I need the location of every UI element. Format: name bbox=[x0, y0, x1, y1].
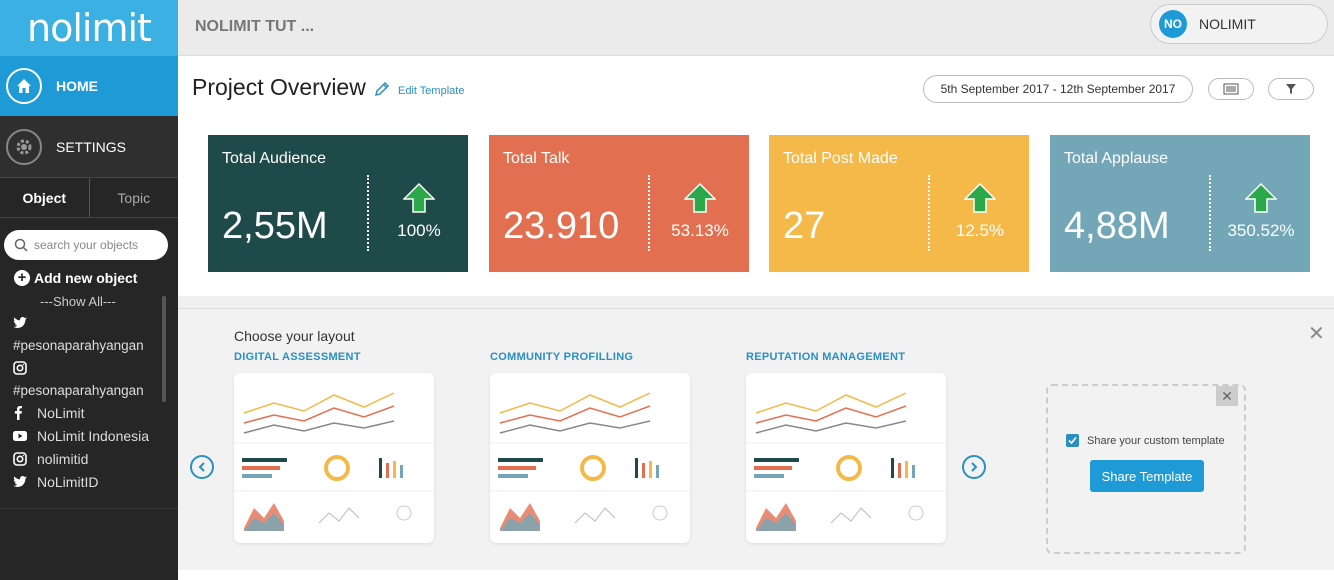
stat-card-total-post[interactable]: Total Post Made 27 12.5% bbox=[769, 135, 1029, 272]
stat-title: Total Audience bbox=[222, 150, 327, 167]
user-menu[interactable]: NO NOLIMIT bbox=[1150, 4, 1328, 44]
stat-card-total-applause[interactable]: Total Applause 4,88M 350.52% bbox=[1050, 135, 1310, 272]
sidebar: nolimit HOME SETTINGS Object Topic searc… bbox=[0, 0, 178, 580]
page-title: Project Overview bbox=[192, 74, 366, 100]
divider bbox=[648, 175, 650, 251]
facebook-icon bbox=[13, 405, 31, 420]
choose-layout-label: Choose your layout bbox=[234, 328, 355, 344]
stat-change: 53.13% bbox=[671, 221, 729, 240]
layout-chooser: Choose your layout ✕ DIGITAL ASSESSMENT … bbox=[178, 308, 1334, 570]
prev-template-button[interactable] bbox=[190, 455, 214, 479]
divider bbox=[928, 175, 930, 251]
show-all-link[interactable]: ---Show All--- bbox=[40, 294, 116, 309]
nav-home[interactable]: HOME bbox=[0, 56, 178, 116]
object-list-scrollbar[interactable] bbox=[162, 296, 166, 402]
logo: nolimit bbox=[0, 0, 178, 56]
tab-object[interactable]: Object bbox=[0, 178, 90, 217]
bottom-strip bbox=[178, 570, 1334, 580]
list-view-button[interactable] bbox=[1208, 78, 1254, 100]
edit-template-link[interactable]: Edit Template bbox=[398, 85, 465, 97]
next-template-button[interactable] bbox=[962, 455, 986, 479]
filter-icon bbox=[1286, 84, 1296, 94]
youtube-icon bbox=[13, 430, 31, 441]
template-title[interactable]: COMMUNITY PROFILLING bbox=[490, 351, 634, 363]
stat-card-total-talk[interactable]: Total Talk 23.910 53.13% bbox=[489, 135, 749, 272]
nav-settings[interactable]: SETTINGS bbox=[0, 116, 178, 178]
object-label[interactable]: #pesonaparahyangan bbox=[13, 382, 144, 398]
instagram-icon bbox=[13, 360, 31, 375]
stats-area: Total Audience 2,55M 100% Total Talk 23.… bbox=[178, 120, 1334, 296]
divider bbox=[367, 175, 369, 251]
custom-template-box: ✕ Share your custom template Share Templ… bbox=[1046, 384, 1246, 554]
search-input[interactable]: search your objects bbox=[4, 230, 168, 260]
stat-title: Total Applause bbox=[1064, 150, 1169, 167]
date-range-picker[interactable]: 5th September 2017 - 12th September 2017 bbox=[923, 75, 1193, 103]
stat-change: 12.5% bbox=[955, 221, 1005, 240]
share-template-checkbox-label: Share your custom template bbox=[1087, 434, 1225, 447]
stat-change: 350.52% bbox=[1227, 221, 1295, 240]
stat-value: 27 bbox=[783, 205, 826, 247]
object-item[interactable] bbox=[13, 311, 178, 334]
object-item[interactable]: nolimitid bbox=[13, 447, 178, 470]
search-placeholder: search your objects bbox=[34, 238, 139, 252]
tab-topic[interactable]: Topic bbox=[117, 189, 151, 206]
search-icon bbox=[14, 238, 28, 252]
list-icon bbox=[1223, 83, 1239, 95]
divider bbox=[1209, 175, 1211, 251]
chevron-right-icon bbox=[971, 462, 978, 472]
divider bbox=[0, 508, 178, 509]
template-title[interactable]: REPUTATION MANAGEMENT bbox=[746, 351, 906, 363]
gear-icon bbox=[6, 128, 42, 165]
template-thumbnail-digital-assessment[interactable] bbox=[234, 373, 434, 543]
object-label: NoLimit bbox=[37, 404, 85, 421]
stat-value: 4,88M bbox=[1064, 205, 1170, 247]
add-object-label: Add new object bbox=[34, 270, 138, 286]
template-thumbnail-community-profiling[interactable] bbox=[490, 373, 690, 543]
object-topic-tabs: Object Topic bbox=[0, 178, 178, 218]
object-item[interactable]: NoLimit Indonesia bbox=[13, 424, 178, 447]
project-name: NOLIMIT TUT ... bbox=[195, 18, 315, 35]
chevron-left-icon bbox=[198, 462, 205, 472]
object-item[interactable]: NoLimitID bbox=[13, 470, 178, 493]
template-thumbnail-reputation-management[interactable] bbox=[746, 373, 946, 543]
add-object-button[interactable]: + Add new object bbox=[14, 270, 178, 286]
plus-icon: + bbox=[14, 270, 30, 286]
home-icon bbox=[6, 68, 42, 104]
stat-change: 100% bbox=[397, 221, 441, 240]
stat-value: 23.910 bbox=[503, 205, 620, 247]
close-icon[interactable]: ✕ bbox=[1308, 323, 1325, 345]
arrow-up-icon bbox=[402, 182, 436, 218]
top-bar: NOLIMIT TUT ... NO NOLIMIT bbox=[178, 0, 1334, 56]
nav-settings-label: SETTINGS bbox=[56, 138, 127, 155]
share-template-checkbox[interactable]: Share your custom template bbox=[1066, 434, 1225, 447]
stat-title: Total Post Made bbox=[783, 150, 898, 167]
object-item[interactable] bbox=[13, 356, 178, 379]
arrow-up-icon bbox=[963, 182, 997, 218]
object-item[interactable]: NoLimit bbox=[13, 401, 178, 424]
share-template-button[interactable]: Share Template bbox=[1090, 460, 1204, 492]
instagram-icon bbox=[13, 451, 31, 466]
stat-value: 2,55M bbox=[222, 205, 328, 247]
avatar: NO bbox=[1159, 10, 1187, 38]
object-label: NoLimitID bbox=[37, 473, 99, 490]
object-label[interactable]: #pesonaparahyangan bbox=[13, 337, 144, 353]
template-title[interactable]: DIGITAL ASSESSMENT bbox=[234, 351, 361, 363]
filter-button[interactable] bbox=[1268, 78, 1314, 100]
checkmark-icon bbox=[1066, 434, 1079, 447]
stat-title: Total Talk bbox=[503, 150, 570, 167]
object-list: #pesonaparahyangan #pesonaparahyangan No… bbox=[13, 311, 178, 493]
twitter-icon bbox=[13, 316, 31, 329]
page-header: Project Overview Edit Template 5th Septe… bbox=[178, 56, 1334, 120]
object-label: nolimitid bbox=[37, 450, 89, 467]
user-name: NOLIMIT bbox=[1199, 16, 1256, 32]
stat-card-total-audience[interactable]: Total Audience 2,55M 100% bbox=[208, 135, 468, 272]
object-label: NoLimit Indonesia bbox=[37, 427, 150, 444]
close-icon[interactable]: ✕ bbox=[1216, 386, 1238, 406]
pencil-icon[interactable] bbox=[374, 81, 390, 102]
arrow-up-icon bbox=[1244, 182, 1278, 218]
twitter-icon bbox=[13, 475, 31, 488]
nav-home-label: HOME bbox=[56, 78, 98, 94]
arrow-up-icon bbox=[683, 182, 717, 218]
